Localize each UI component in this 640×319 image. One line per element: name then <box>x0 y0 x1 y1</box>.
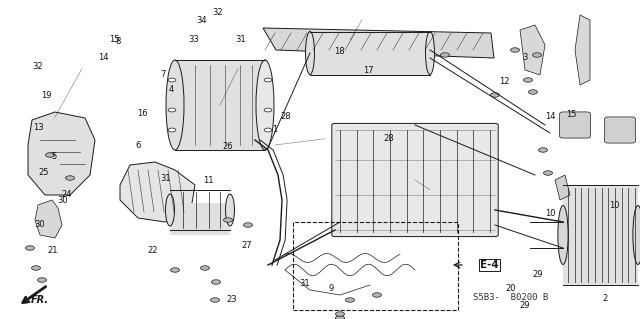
Circle shape <box>211 298 220 302</box>
Polygon shape <box>28 112 95 195</box>
Circle shape <box>543 171 552 175</box>
Polygon shape <box>575 15 590 85</box>
Bar <box>563 185 638 285</box>
Text: 31: 31 <box>300 279 310 288</box>
Text: 26: 26 <box>223 142 233 151</box>
Text: 6: 6 <box>135 141 140 150</box>
Text: 13: 13 <box>33 123 44 132</box>
Text: 14: 14 <box>545 112 556 121</box>
Circle shape <box>511 48 520 52</box>
Text: 33: 33 <box>188 35 198 44</box>
FancyBboxPatch shape <box>605 117 636 143</box>
Polygon shape <box>555 175 570 200</box>
Circle shape <box>440 53 449 57</box>
Circle shape <box>223 218 232 222</box>
Polygon shape <box>35 200 62 238</box>
Text: 34: 34 <box>196 16 207 25</box>
Polygon shape <box>520 25 545 75</box>
Text: 23: 23 <box>227 295 237 304</box>
Circle shape <box>45 153 54 157</box>
Text: 29: 29 <box>520 301 530 310</box>
Text: 18: 18 <box>334 47 344 56</box>
Text: 17: 17 <box>363 66 373 75</box>
Circle shape <box>26 246 35 250</box>
Circle shape <box>168 128 176 132</box>
Text: 32: 32 <box>32 63 42 71</box>
Text: 12: 12 <box>499 77 509 86</box>
Text: 15: 15 <box>109 35 119 44</box>
Text: 14: 14 <box>99 53 109 62</box>
Text: 30: 30 <box>35 220 45 229</box>
Text: 32: 32 <box>212 8 223 17</box>
Circle shape <box>538 148 547 152</box>
Text: 24: 24 <box>61 190 72 199</box>
Circle shape <box>335 316 344 319</box>
Text: 9: 9 <box>328 284 333 293</box>
Ellipse shape <box>166 60 184 150</box>
Circle shape <box>200 266 209 270</box>
Circle shape <box>346 298 355 302</box>
Text: S5B3-  B0200 B: S5B3- B0200 B <box>473 293 548 302</box>
Ellipse shape <box>633 205 640 264</box>
Circle shape <box>264 128 272 132</box>
Text: 10: 10 <box>545 209 556 218</box>
Text: 30: 30 <box>58 197 68 205</box>
Circle shape <box>170 268 179 272</box>
Circle shape <box>31 266 40 270</box>
FancyBboxPatch shape <box>332 123 498 237</box>
Bar <box>170 203 230 235</box>
Circle shape <box>264 108 272 112</box>
Text: 8: 8 <box>116 37 121 46</box>
Ellipse shape <box>225 194 234 226</box>
Bar <box>175 60 265 150</box>
Polygon shape <box>120 162 195 222</box>
Text: 11: 11 <box>203 176 213 185</box>
Circle shape <box>211 280 220 284</box>
Text: 1: 1 <box>273 125 278 134</box>
Text: 16: 16 <box>137 109 147 118</box>
Circle shape <box>335 312 344 316</box>
Text: 15: 15 <box>566 110 576 119</box>
Text: 3: 3 <box>522 53 527 62</box>
Ellipse shape <box>256 60 274 150</box>
Text: 5: 5 <box>52 152 57 161</box>
Text: 28: 28 <box>384 134 394 143</box>
Text: 2: 2 <box>602 294 607 303</box>
Circle shape <box>244 223 253 227</box>
Circle shape <box>38 278 47 282</box>
Ellipse shape <box>558 205 568 264</box>
Text: 7: 7 <box>161 70 166 79</box>
Text: 22: 22 <box>147 246 157 255</box>
Text: 19: 19 <box>41 91 51 100</box>
Text: 28: 28 <box>280 112 291 121</box>
Circle shape <box>168 108 176 112</box>
Ellipse shape <box>305 32 314 75</box>
Text: 31: 31 <box>160 174 170 183</box>
Text: 27: 27 <box>241 241 252 250</box>
Circle shape <box>529 90 538 94</box>
Circle shape <box>264 78 272 82</box>
FancyBboxPatch shape <box>559 112 590 138</box>
Polygon shape <box>263 28 494 58</box>
Circle shape <box>524 78 532 82</box>
Circle shape <box>532 53 541 57</box>
Text: 20: 20 <box>506 284 516 293</box>
Circle shape <box>490 93 499 97</box>
Ellipse shape <box>426 32 435 75</box>
Text: 31: 31 <box>236 35 246 44</box>
Text: 4: 4 <box>169 85 174 94</box>
Circle shape <box>372 293 381 297</box>
Text: E-4: E-4 <box>480 260 499 270</box>
Bar <box>310 32 430 75</box>
Circle shape <box>168 78 176 82</box>
Text: 10: 10 <box>609 201 620 210</box>
Text: 29: 29 <box>532 270 543 279</box>
Text: 21: 21 <box>47 246 58 255</box>
Circle shape <box>65 176 74 180</box>
Text: 25: 25 <box>38 168 49 177</box>
Ellipse shape <box>166 194 175 226</box>
Text: FR.: FR. <box>31 295 49 305</box>
